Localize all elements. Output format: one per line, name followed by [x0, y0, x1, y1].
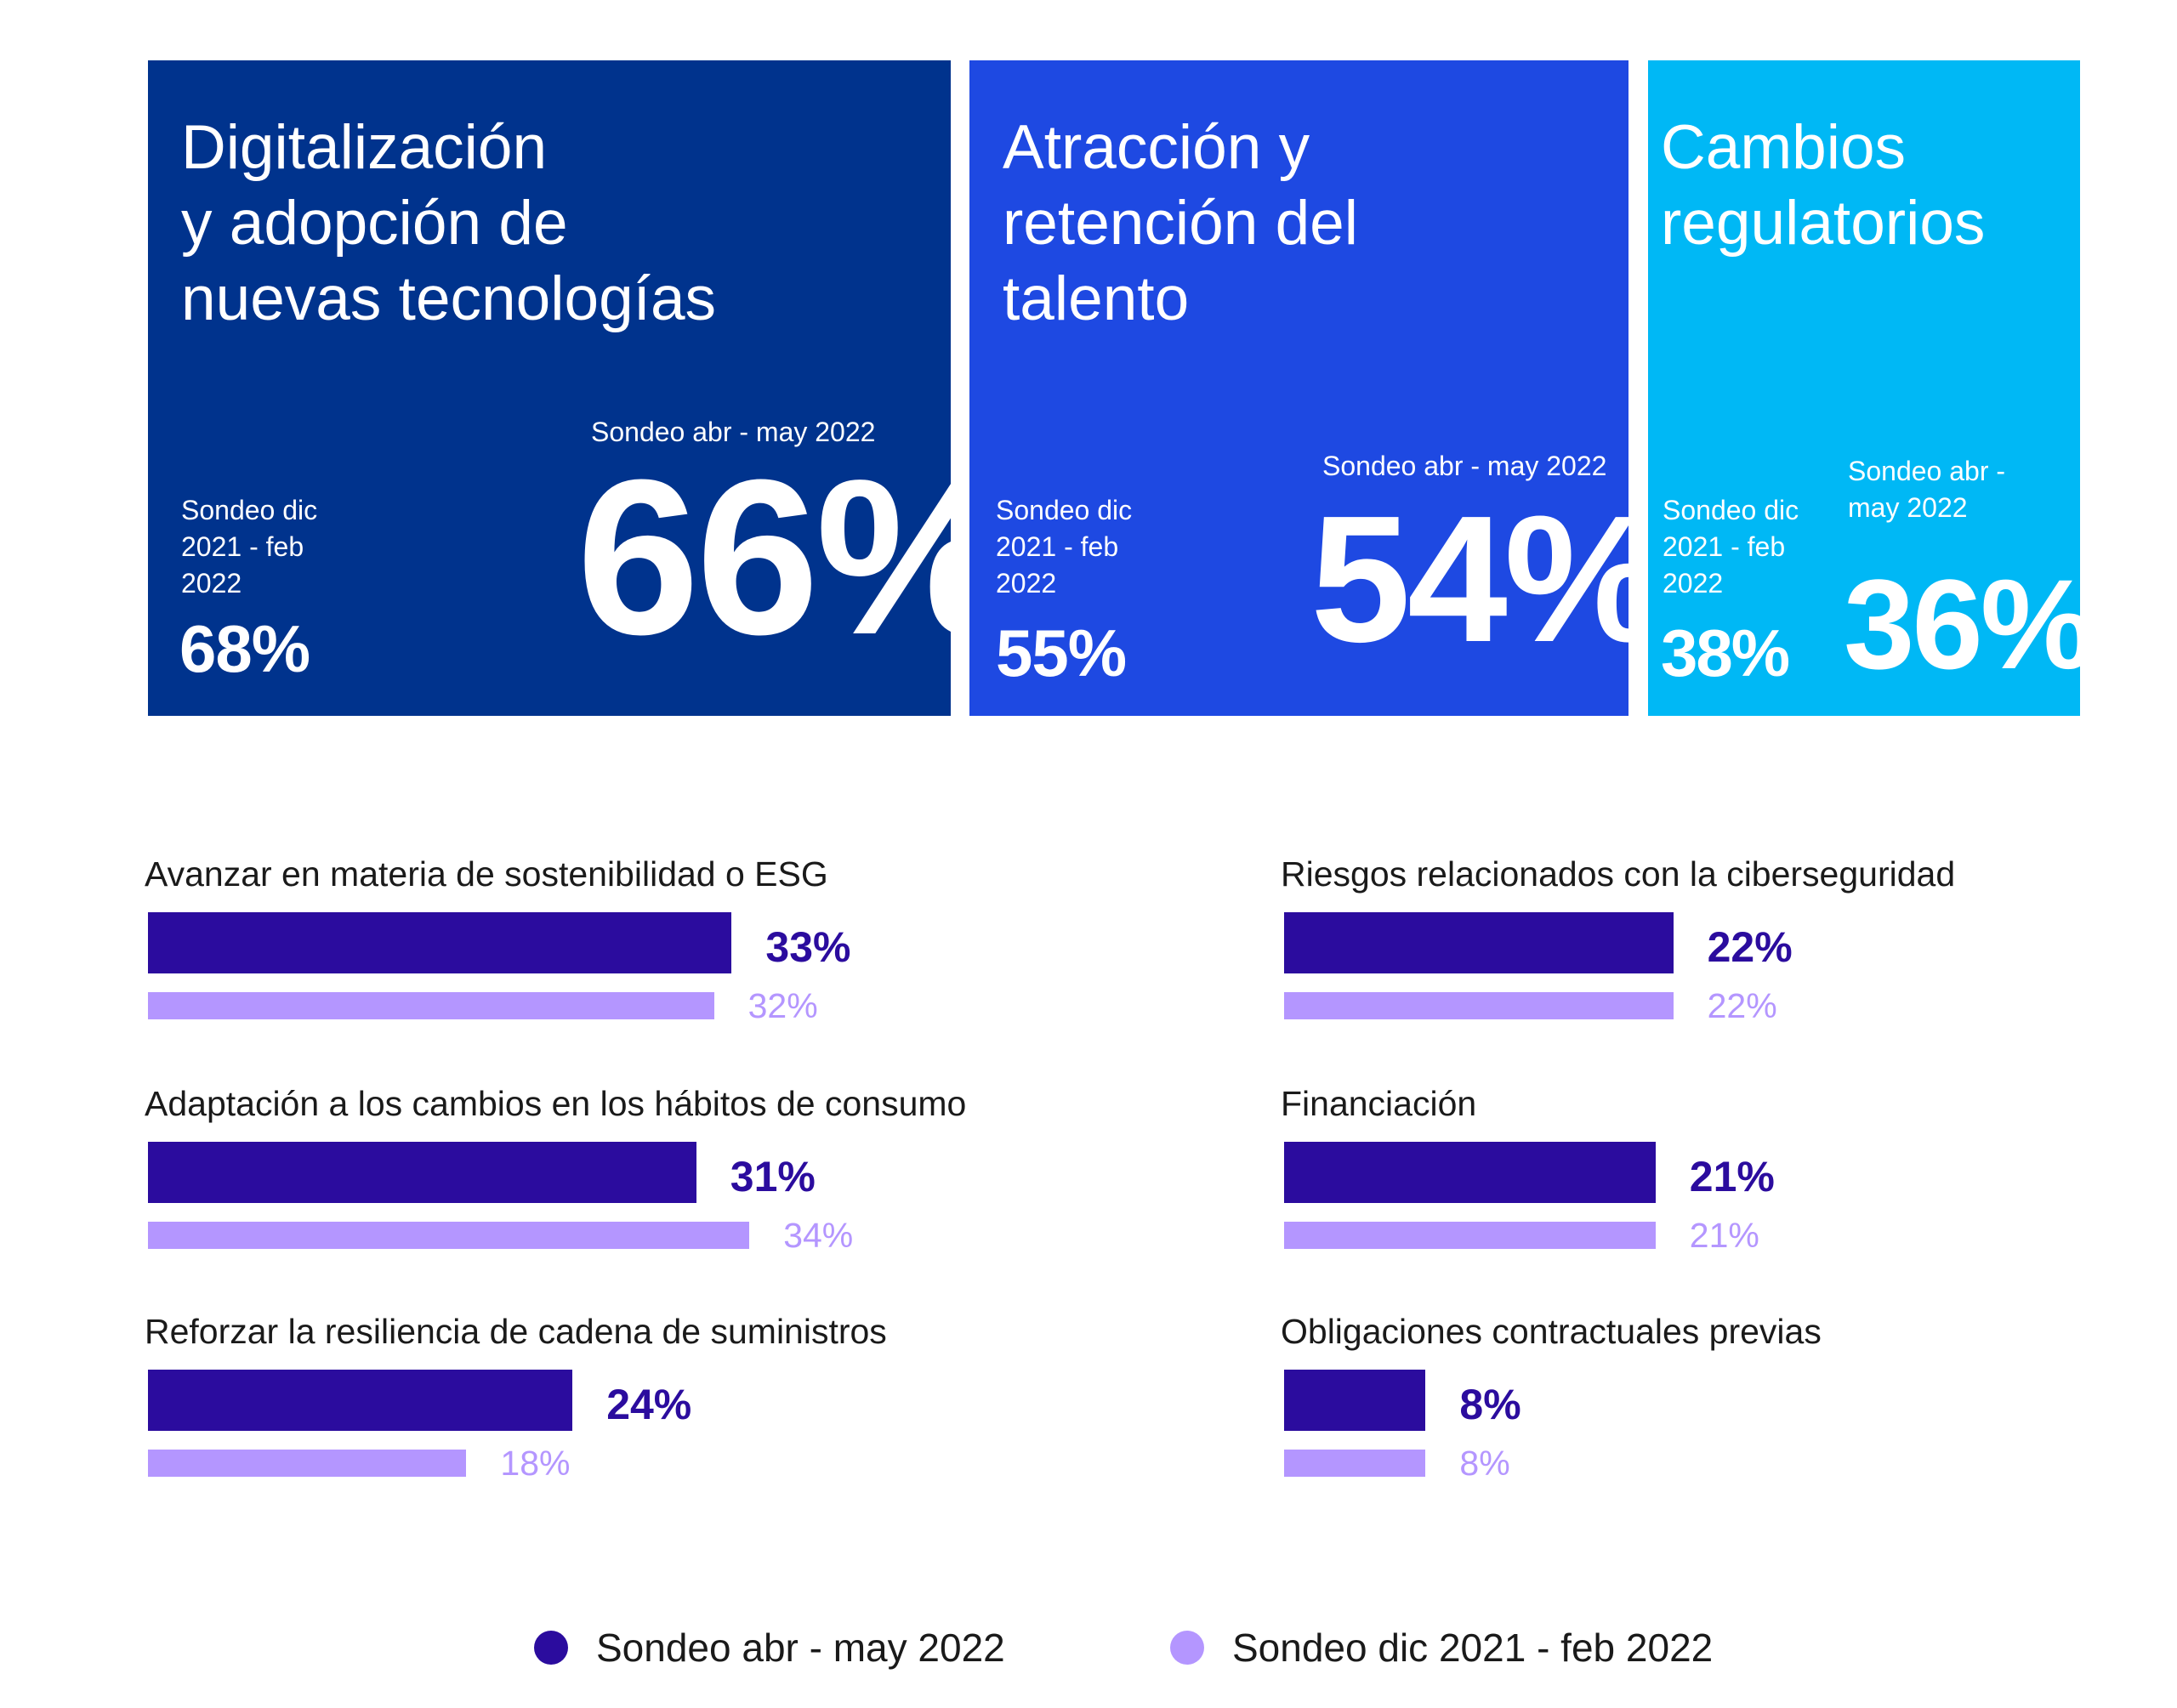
bar-current	[148, 912, 732, 973]
bar-previous	[148, 992, 714, 1019]
value-label-previous: 8%	[1459, 1444, 1510, 1483]
value-label-previous: 21%	[1689, 1216, 1759, 1255]
value-label-current: 24%	[606, 1381, 692, 1428]
tile-previous-label: Sondeo dic 2021 - feb 2022	[996, 492, 1132, 602]
tile-title-line: retención del	[1003, 189, 1359, 258]
legend-swatch-previous	[1170, 1631, 1204, 1665]
legend-item-current: Sondeo abr - may 2022	[534, 1624, 1005, 1671]
value-label-current: 33%	[765, 923, 851, 971]
legend-label-current: Sondeo abr - may 2022	[596, 1626, 1005, 1670]
tile-title-line: Digitalización	[181, 113, 548, 182]
tile-title-line: talento	[1003, 264, 1190, 333]
category-label: Adaptación a los cambios en los hábitos …	[145, 1084, 967, 1123]
value-label-previous: 22%	[1707, 986, 1777, 1025]
legend-label-previous: Sondeo dic 2021 - feb 2022	[1232, 1626, 1714, 1670]
bar-previous	[1284, 1222, 1656, 1249]
tile-previous-label-line: 2022	[181, 568, 242, 599]
value-label-current: 22%	[1707, 923, 1793, 971]
bar-current	[1284, 912, 1674, 973]
tile-title: Digitalización y adopción de nuevas tecn…	[181, 110, 716, 337]
tile-current-label-line: Sondeo abr - may 2022	[1322, 451, 1607, 481]
bar-current	[1284, 1370, 1426, 1431]
category-label: Reforzar la resiliencia de cadena de sum…	[145, 1312, 887, 1351]
tile-previous-label-line: Sondeo dic	[996, 495, 1133, 525]
category-label: Obligaciones contractuales previas	[1281, 1312, 1822, 1351]
value-label-current: 21%	[1689, 1153, 1775, 1200]
tile-current-label: Sondeo abr - may 2022	[591, 414, 875, 451]
legend-item-previous: Sondeo dic 2021 - feb 2022	[1170, 1624, 1713, 1671]
tile-previous-label-line: 2021 - feb	[996, 531, 1119, 562]
tile-previous-value: 68%	[179, 611, 310, 686]
tile-previous-label-line: 2022	[1663, 568, 1724, 599]
tile-current-label: Sondeo abr - may 2022	[1322, 448, 1606, 485]
bar-previous	[1284, 1450, 1426, 1477]
tile-previous-value: 38%	[1661, 616, 1790, 690]
tile-current-label: Sondeo abr - may 2022	[1848, 453, 2005, 526]
tile-previous-label: Sondeo dic 2021 - feb 2022	[1663, 492, 1799, 602]
tile-current-value: 66%	[577, 434, 951, 681]
tile-previous-label: Sondeo dic 2021 - feb 2022	[181, 492, 317, 602]
tile-current-value: 36%	[1844, 553, 2080, 695]
tile-title: Cambios regulatorios	[1661, 110, 1985, 261]
bar-previous	[1284, 992, 1674, 1019]
value-label-previous: 18%	[500, 1444, 571, 1483]
tile-regulatorios: Cambios regulatorios Sondeo dic 2021 - f…	[1648, 60, 2080, 716]
tile-title-line: Cambios	[1661, 113, 1907, 182]
category-label: Financiación	[1281, 1084, 1477, 1123]
tile-previous-label-line: 2021 - feb	[1663, 531, 1786, 562]
tile-title-line: y adopción de	[181, 189, 568, 258]
category-label: Avanzar en materia de sostenibilidad o E…	[145, 854, 828, 894]
tile-current-label-line: Sondeo abr -	[1848, 456, 2006, 486]
bar-current	[148, 1142, 696, 1203]
bar-previous	[148, 1450, 467, 1477]
tile-current-label-line: may 2022	[1848, 492, 1968, 523]
tile-previous-label-line: Sondeo dic	[1663, 495, 1799, 525]
bar-current	[1284, 1142, 1656, 1203]
tile-previous-label-line: Sondeo dic	[181, 495, 318, 525]
tile-title-line: regulatorios	[1661, 189, 1986, 258]
category-label: Riesgos relacionados con la cibersegurid…	[1281, 854, 1956, 894]
tile-title: Atracción y retención del talento	[1003, 110, 1358, 337]
tile-current-value: 54%	[1310, 478, 1628, 679]
value-label-previous: 34%	[783, 1216, 854, 1255]
bar-previous	[148, 1222, 750, 1249]
value-label-previous: 32%	[747, 986, 818, 1025]
tile-talento: Atracción y retención del talento Sondeo…	[969, 60, 1628, 716]
value-label-current: 31%	[730, 1153, 816, 1200]
tile-previous-value: 55%	[996, 616, 1127, 690]
tile-previous-label-line: 2022	[996, 568, 1057, 599]
tile-title-line: nuevas tecnologías	[181, 264, 717, 333]
tile-title-line: Atracción y	[1003, 113, 1310, 182]
bar-current	[148, 1370, 573, 1431]
tile-digitalizacion: Digitalización y adopción de nuevas tecn…	[148, 60, 951, 716]
legend-swatch-current	[534, 1631, 568, 1665]
value-label-current: 8%	[1459, 1381, 1521, 1428]
tile-previous-label-line: 2021 - feb	[181, 531, 304, 562]
tile-current-label-line: Sondeo abr - may 2022	[591, 417, 876, 447]
